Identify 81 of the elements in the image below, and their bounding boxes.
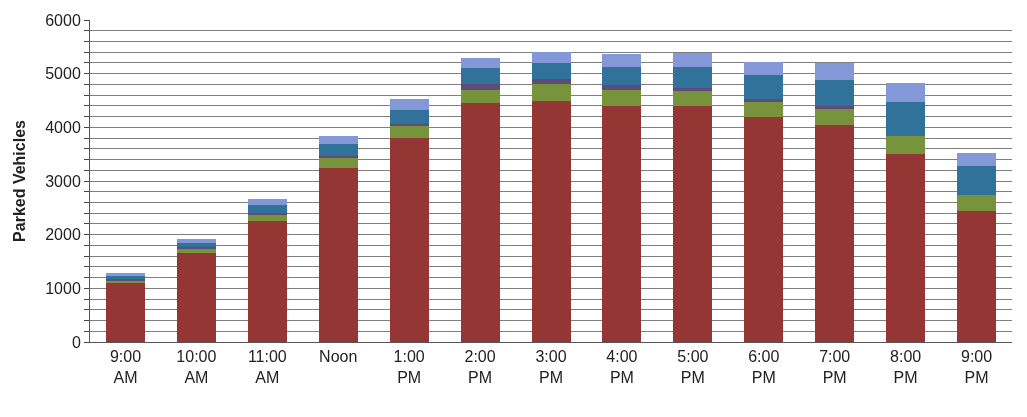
x-tick-label: Noon (319, 348, 358, 366)
bar (318, 143, 358, 157)
y-tick-label: 5000 (45, 65, 81, 83)
bar (886, 82, 926, 102)
bar (673, 90, 713, 106)
x-tick-label: 9:00 AM (109, 348, 142, 386)
bar (247, 215, 287, 222)
bar (105, 275, 145, 280)
bar (602, 105, 642, 342)
x-tick-label: 1:00 PM (393, 348, 425, 386)
bar (673, 53, 713, 67)
bar (957, 152, 997, 166)
bar (247, 221, 287, 342)
x-tick-label: 6:00 PM (748, 348, 780, 386)
bar (460, 103, 500, 342)
bar (744, 101, 784, 117)
bar (815, 106, 855, 109)
bar (673, 105, 713, 342)
bar (815, 63, 855, 80)
y-tick-label: 1000 (45, 279, 81, 297)
bar (957, 210, 997, 342)
x-tick-label: 8:00 PM (890, 348, 922, 386)
bar (460, 57, 500, 69)
y-tick-label: 4000 (45, 118, 81, 136)
bar (460, 84, 500, 90)
bar (815, 124, 855, 342)
bar (602, 89, 642, 106)
bar (815, 79, 855, 107)
bar (318, 167, 358, 342)
bar (318, 158, 358, 168)
bar (744, 116, 784, 342)
bar (247, 205, 287, 214)
bar (176, 247, 216, 250)
bar (176, 249, 216, 254)
bar (176, 242, 216, 248)
x-tick-label: 3:00 PM (535, 348, 567, 386)
bar (389, 99, 429, 111)
bar (105, 273, 145, 276)
bar (744, 99, 784, 102)
y-axis-title: Parked Vehicles (11, 119, 29, 242)
y-tick-label: 3000 (45, 172, 81, 190)
bar (531, 79, 571, 85)
bar (531, 52, 571, 63)
bar (389, 126, 429, 139)
bar (673, 88, 713, 91)
x-tick-label: 4:00 PM (606, 348, 638, 386)
bar (602, 85, 642, 90)
bar (531, 62, 571, 80)
bar (389, 110, 429, 124)
bar (176, 238, 216, 243)
bar (247, 213, 287, 216)
bar (389, 138, 429, 342)
bar (318, 156, 358, 159)
bar (957, 165, 997, 196)
y-tick-label: 6000 (45, 11, 81, 29)
bar (886, 136, 926, 155)
bar (247, 199, 287, 206)
bar (886, 154, 926, 342)
bar (673, 66, 713, 89)
bar (886, 101, 926, 137)
x-tick-label: 7:00 PM (819, 348, 851, 386)
bar (602, 54, 642, 67)
bar (957, 195, 997, 211)
bar (460, 68, 500, 85)
x-tick-label: 11:00 AM (247, 348, 287, 386)
x-tick-label: 2:00 PM (464, 348, 496, 386)
bar (602, 66, 642, 86)
x-tick-label: 9:00 PM (960, 348, 993, 386)
bar (176, 253, 216, 342)
bar (460, 89, 500, 104)
y-tick-label: 0 (71, 333, 81, 351)
bar (531, 100, 571, 342)
bar (744, 61, 784, 76)
bar (815, 108, 855, 125)
bar (318, 135, 358, 144)
bar (531, 84, 571, 101)
x-tick-label: 5:00 PM (677, 348, 709, 386)
bar (105, 282, 145, 342)
y-tick-label: 2000 (45, 226, 81, 244)
bar (744, 75, 784, 100)
x-tick-label: 10:00 AM (176, 348, 217, 386)
